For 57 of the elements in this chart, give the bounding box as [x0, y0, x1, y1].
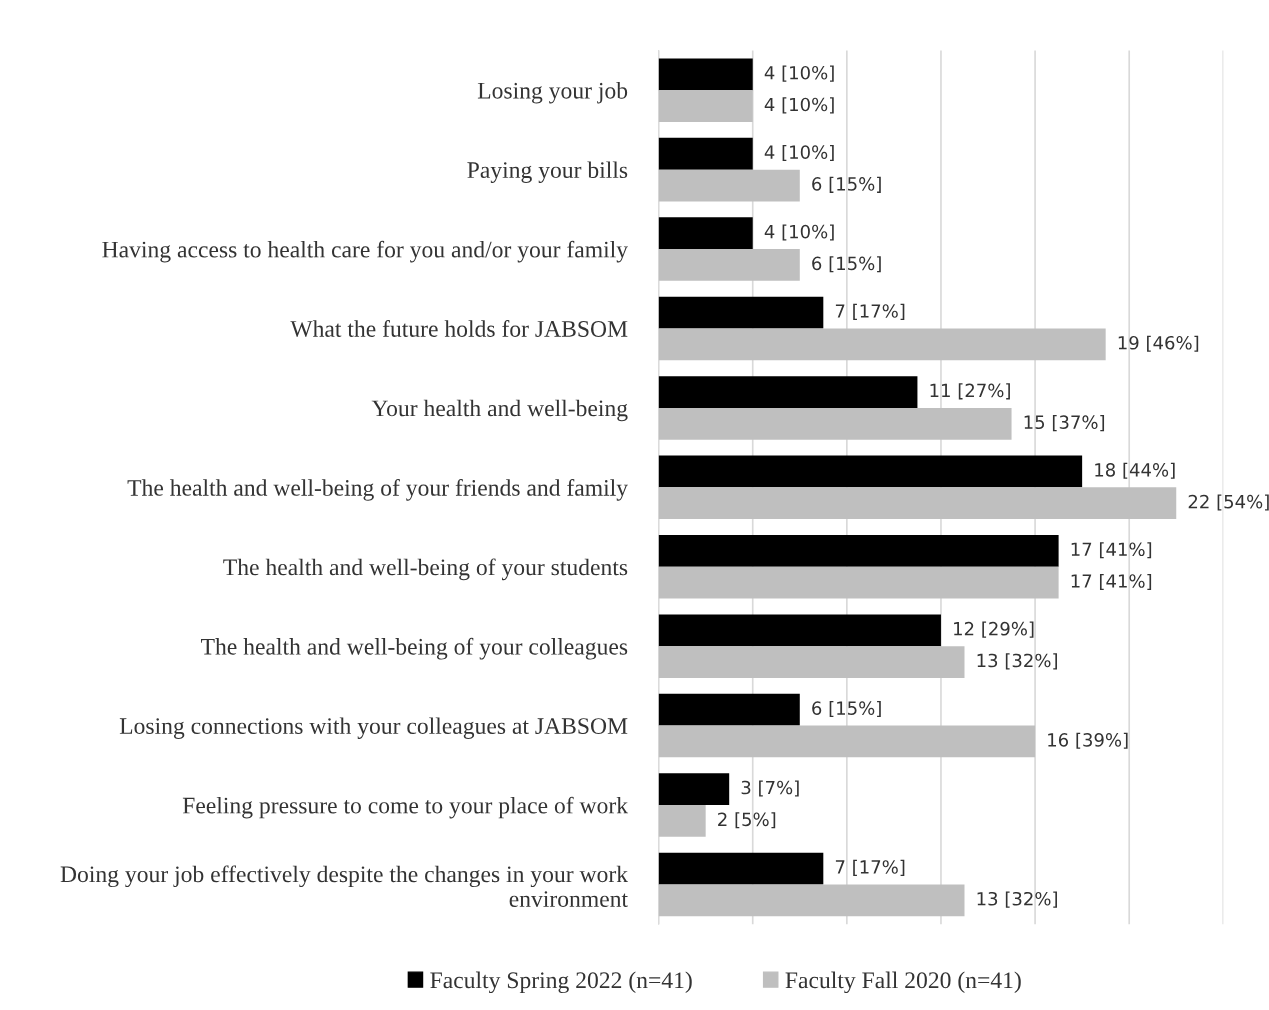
bar — [658, 725, 1036, 758]
data-label: 18 [44%] — [1095, 462, 1175, 479]
bar — [658, 566, 1059, 599]
data-label: 6 [15%] — [812, 700, 881, 718]
bar — [658, 296, 824, 329]
y-tick-label: The health and well-being of your friends and family — [127, 479, 628, 501]
data-label: 22 [54%] — [1188, 494, 1269, 511]
bar — [658, 376, 918, 408]
bar — [658, 773, 730, 806]
data-label: 17 [41%] — [1071, 573, 1152, 590]
y-tick-label: Feeling pressure to come to your place of work — [182, 796, 629, 819]
data-label: 17 [41%] — [1071, 542, 1152, 559]
bar — [658, 58, 753, 91]
y-tick-label: Paying your bills — [467, 161, 628, 183]
data-label: 11 [27%] — [930, 383, 1010, 400]
bar — [658, 884, 965, 917]
legend-label: Faculty Fall 2020 (n=41) — [785, 971, 1021, 994]
y-tick-label: The health and well-being of your colleagues — [201, 637, 628, 660]
data-label: 6 [15%] — [812, 256, 881, 273]
data-label: 7 [17%] — [835, 303, 905, 320]
data-label: 15 [37%] — [1024, 415, 1105, 432]
bar — [658, 328, 1106, 361]
data-label: 6 [15%] — [812, 176, 881, 193]
y-tick-label: The health and well-being of your students — [223, 558, 628, 581]
data-label: 12 [29%] — [954, 621, 1034, 638]
bar — [658, 646, 965, 678]
y-tick-label: Having access to health care for you and/or your family — [102, 240, 628, 263]
bar — [658, 693, 800, 726]
data-label: 4 [10%] — [764, 97, 834, 114]
y-tick-label: What the future holds for JABSOM — [290, 320, 628, 338]
legend-label: Faculty Spring 2022 (n=41) — [430, 971, 692, 994]
bar — [658, 487, 1177, 520]
data-label: 13 [32%] — [977, 653, 1057, 670]
bar — [658, 90, 753, 122]
y-tick-label: Losing your job — [477, 82, 628, 104]
data-label: 19 [46%] — [1118, 335, 1199, 352]
bar — [658, 217, 753, 250]
data-label: 13 [32%] — [977, 891, 1057, 908]
y-tick-label: Doing your job effectively despite the changes in your work environment — [60, 865, 629, 907]
bar — [658, 614, 941, 647]
data-label: 4 [10%] — [764, 65, 834, 82]
data-label: 4 [10%] — [764, 224, 834, 241]
y-tick-label: Losing connections with your colleagues at JABSOM — [119, 717, 628, 739]
bar — [658, 407, 1012, 440]
bar — [658, 455, 1083, 488]
data-label: 4 [10%] — [764, 145, 834, 162]
y-tick-label: Your health and well-being — [371, 399, 628, 422]
data-label: 7 [17%] — [835, 859, 905, 876]
data-label: 3 [7%] — [741, 780, 799, 797]
bar — [658, 805, 706, 837]
bar — [658, 249, 800, 281]
bar — [658, 534, 1059, 567]
data-label: 16 [39%] — [1048, 732, 1128, 749]
bar — [658, 852, 824, 885]
bar — [658, 137, 753, 170]
bar — [658, 169, 800, 202]
data-label: 2 [5%] — [718, 812, 776, 829]
